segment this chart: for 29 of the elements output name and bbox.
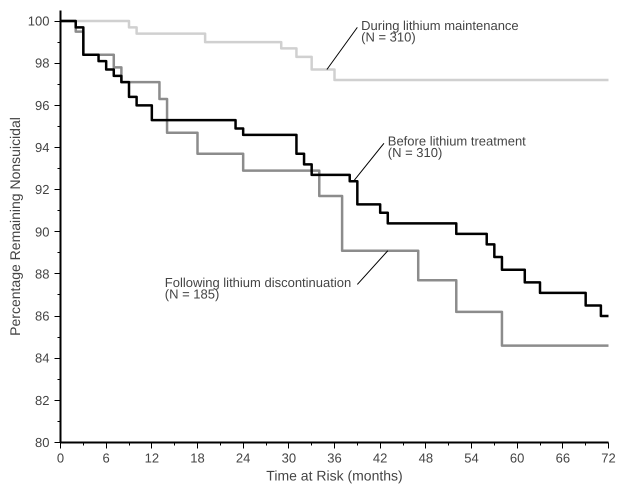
x-tick-label: 60 [510,450,524,466]
y-tick-label: 84 [35,350,50,366]
y-tick-label: 98 [35,56,50,71]
x-tick-label: 0 [56,450,64,466]
annotation: During lithium maintenance (N = 310) [361,18,519,44]
y-tick-label: 86 [35,308,50,324]
y-tick-label: 82 [35,392,50,408]
y-tick-label: 90 [35,224,50,240]
x-tick-label: 42 [372,450,388,466]
y-tick-label: 94 [35,140,50,155]
x-axis-title: Time at Risk (months) [266,468,403,484]
annotation: Before lithium treatment (N = 310) [388,134,526,160]
x-tick-label: 24 [236,450,250,466]
x-tick-label: 54 [464,450,479,466]
y-tick-label: 92 [35,182,50,198]
x-tick-label: 72 [601,450,616,466]
x-tick-label: 30 [282,450,296,466]
x-tick-label: 6 [102,450,110,466]
y-tick-label: 96 [35,98,50,113]
y-axis-title: Percentage Remaining Nonsuicidal [6,117,23,336]
x-tick-label: 18 [190,450,205,466]
x-tick-label: 36 [327,450,342,466]
annotation: Following lithium discontinuation (N = 185) [164,274,352,302]
y-tick-label: 88 [35,266,50,282]
x-tick-label: 12 [144,450,160,466]
y-tick-label: 100 [28,14,50,29]
x-tick-label: 48 [418,450,434,466]
y-tick-label: 80 [35,435,50,450]
x-tick-label: 66 [556,450,570,466]
